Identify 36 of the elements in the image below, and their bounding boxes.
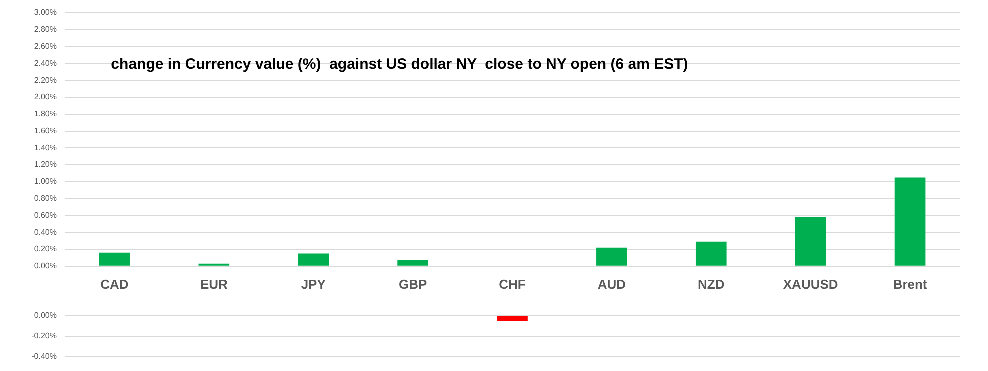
y-tick-label: 0.60% bbox=[34, 210, 57, 220]
y-tick-label: 2.60% bbox=[34, 42, 57, 51]
y-tick-label: 1.60% bbox=[34, 126, 57, 136]
x-tick-label: GBP bbox=[398, 276, 428, 292]
x-tick-label: NZD bbox=[698, 276, 725, 292]
x-tick-label: AUD bbox=[598, 276, 626, 292]
y-tick-label: -0.20% bbox=[32, 332, 57, 341]
bar bbox=[795, 217, 826, 266]
y-tick-label: 2.80% bbox=[34, 25, 57, 34]
y-tick-label: 1.20% bbox=[34, 160, 57, 170]
x-tick-label: CHF bbox=[499, 276, 526, 292]
y-tick-label: 0.00% bbox=[34, 262, 57, 271]
y-tick-label: 1.80% bbox=[34, 110, 57, 119]
y-tick-label: 2.00% bbox=[34, 92, 57, 102]
y-tick-label: 3.00% bbox=[34, 8, 57, 18]
x-tick-label: XAUUSD bbox=[783, 276, 838, 292]
bar bbox=[398, 260, 428, 266]
bar bbox=[298, 254, 330, 266]
bar bbox=[99, 252, 130, 266]
y-tick-label: 0.00% bbox=[34, 311, 57, 320]
bar bbox=[696, 242, 727, 266]
text: change in Currency value (%) against US dollar NY close to NY open (6 am EST) bbox=[111, 56, 688, 74]
y-tick-label: 2.20% bbox=[34, 76, 57, 85]
bar bbox=[894, 178, 926, 266]
y-tick-label: 0.80% bbox=[34, 194, 57, 204]
x-tick-label: CAD bbox=[100, 276, 129, 292]
y-tick-label: 2.40% bbox=[34, 58, 57, 68]
y-tick-label: 0.20% bbox=[34, 244, 57, 254]
y-tick-label: -0.40% bbox=[32, 352, 57, 362]
y-tick-label: 1.00% bbox=[34, 177, 57, 186]
y-tick-label: 0.40% bbox=[34, 228, 57, 237]
x-tick-label: Brent bbox=[893, 276, 928, 292]
y-tick-label: 1.40% bbox=[34, 143, 57, 152]
x-tick-label: JPY bbox=[301, 276, 326, 292]
bar bbox=[596, 248, 628, 266]
x-tick-label: EUR bbox=[200, 276, 228, 292]
